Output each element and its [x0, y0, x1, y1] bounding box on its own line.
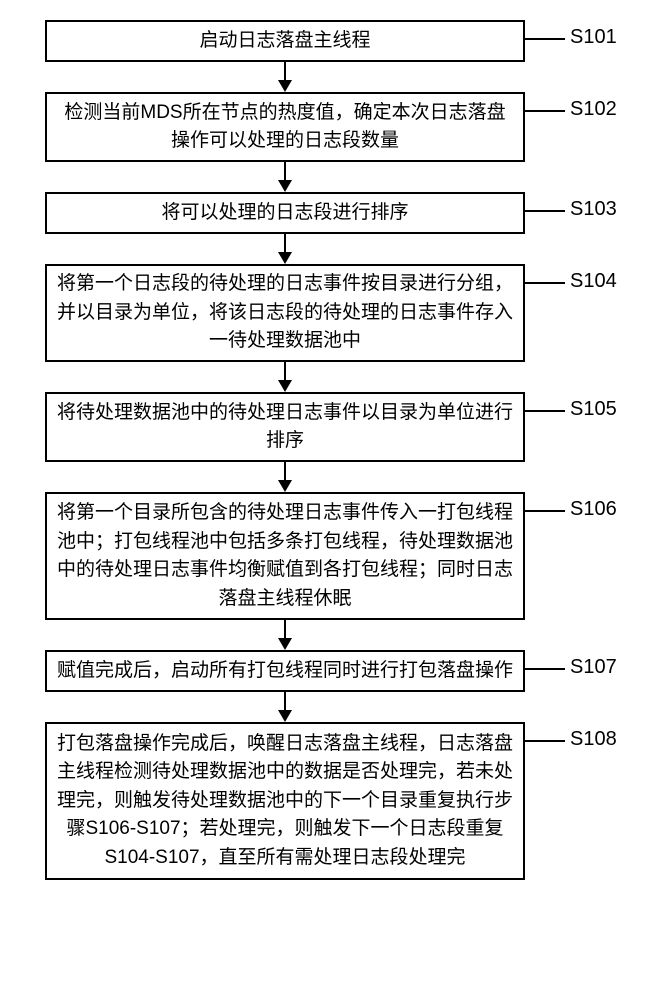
- arrow-down-icon: [278, 252, 292, 264]
- flow-node-text: 将第一个目录所包含的待处理日志事件传入一打包线程池中；打包线程池中包括多条打包线…: [57, 499, 513, 613]
- label-tick: [525, 210, 565, 212]
- connector-line: [284, 362, 286, 382]
- flow-step-label-s106: S106: [570, 498, 617, 521]
- flow-node-text: 将待处理数据池中的待处理日志事件以目录为单位进行排序: [57, 399, 513, 456]
- flow-node-s108: 打包落盘操作完成后，唤醒日志落盘主线程，日志落盘主线程检测待处理数据池中的数据是…: [45, 722, 525, 880]
- flow-step-label-s105: S105: [570, 398, 617, 421]
- label-tick: [525, 668, 565, 670]
- flow-node-text: 启动日志落盘主线程: [199, 27, 370, 56]
- flow-step-label-s101: S101: [570, 26, 617, 49]
- flow-node-s107: 赋值完成后，启动所有打包线程同时进行打包落盘操作: [45, 650, 525, 692]
- flow-node-s106: 将第一个目录所包含的待处理日志事件传入一打包线程池中；打包线程池中包括多条打包线…: [45, 492, 525, 620]
- label-tick: [525, 282, 565, 284]
- flow-step-label-s104: S104: [570, 270, 617, 293]
- flow-node-text: 将可以处理的日志段进行排序: [161, 199, 408, 228]
- arrow-down-icon: [278, 638, 292, 650]
- connector-line: [284, 620, 286, 640]
- label-tick: [525, 410, 565, 412]
- flow-node-s101: 启动日志落盘主线程: [45, 20, 525, 62]
- flow-step-label-s102: S102: [570, 98, 617, 121]
- arrow-down-icon: [278, 710, 292, 722]
- label-tick: [525, 510, 565, 512]
- arrow-down-icon: [278, 480, 292, 492]
- flow-node-text: 将第一个日志段的待处理的日志事件按目录进行分组，并以目录为单位，将该日志段的待处…: [57, 270, 513, 356]
- flowchart-canvas: 启动日志落盘主线程 S101 检测当前MDS所在节点的热度值，确定本次日志落盘操作可…: [0, 0, 650, 1000]
- flow-connector: [284, 62, 285, 92]
- flow-node-s104: 将第一个日志段的待处理的日志事件按目录进行分组，并以目录为单位，将该日志段的待处…: [45, 264, 525, 362]
- arrow-down-icon: [278, 80, 292, 92]
- flow-node-text: 赋值完成后，启动所有打包线程同时进行打包落盘操作: [57, 657, 513, 686]
- flow-step-label-s107: S107: [570, 656, 617, 679]
- flow-connector: [284, 234, 285, 264]
- flow-step-label-s108: S108: [570, 728, 617, 751]
- flow-node-s102: 检测当前MDS所在节点的热度值，确定本次日志落盘操作可以处理的日志段数量: [45, 92, 525, 162]
- flow-connector: [284, 692, 285, 722]
- flow-step-label-s103: S103: [570, 198, 617, 221]
- flow-connector: [284, 362, 285, 392]
- label-tick: [525, 110, 565, 112]
- connector-line: [284, 162, 286, 182]
- flow-connector: [284, 620, 285, 650]
- connector-line: [284, 62, 286, 82]
- connector-line: [284, 234, 286, 254]
- flow-connector: [284, 462, 285, 492]
- connector-line: [284, 692, 286, 712]
- connector-line: [284, 462, 286, 482]
- label-tick: [525, 740, 565, 742]
- flow-node-s105: 将待处理数据池中的待处理日志事件以目录为单位进行排序: [45, 392, 525, 462]
- flow-node-text: 检测当前MDS所在节点的热度值，确定本次日志落盘操作可以处理的日志段数量: [57, 99, 513, 156]
- label-tick: [525, 38, 565, 40]
- flow-node-text: 打包落盘操作完成后，唤醒日志落盘主线程，日志落盘主线程检测待处理数据池中的数据是…: [57, 730, 513, 873]
- flow-connector: [284, 162, 285, 192]
- arrow-down-icon: [278, 180, 292, 192]
- flow-node-s103: 将可以处理的日志段进行排序: [45, 192, 525, 234]
- arrow-down-icon: [278, 380, 292, 392]
